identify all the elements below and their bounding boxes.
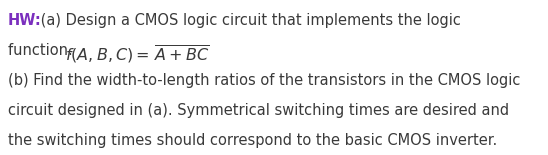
Text: (a) Design a CMOS logic circuit that implements the logic: (a) Design a CMOS logic circuit that imp… xyxy=(36,13,461,28)
Text: HW:: HW: xyxy=(8,13,42,28)
Text: the switching times should correspond to the basic CMOS inverter.: the switching times should correspond to… xyxy=(8,133,497,148)
Text: $\mathit{f}(\mathit{A},\mathit{B},\mathit{C}){=}\,\overline{\mathit{A}+\mathit{B: $\mathit{f}(\mathit{A},\mathit{B},\mathi… xyxy=(65,43,209,65)
Text: circuit designed in (a). Symmetrical switching times are desired and: circuit designed in (a). Symmetrical swi… xyxy=(8,103,509,118)
Text: function.: function. xyxy=(8,43,77,58)
Text: (b) Find the width-to-length ratios of the transistors in the CMOS logic: (b) Find the width-to-length ratios of t… xyxy=(8,73,521,88)
